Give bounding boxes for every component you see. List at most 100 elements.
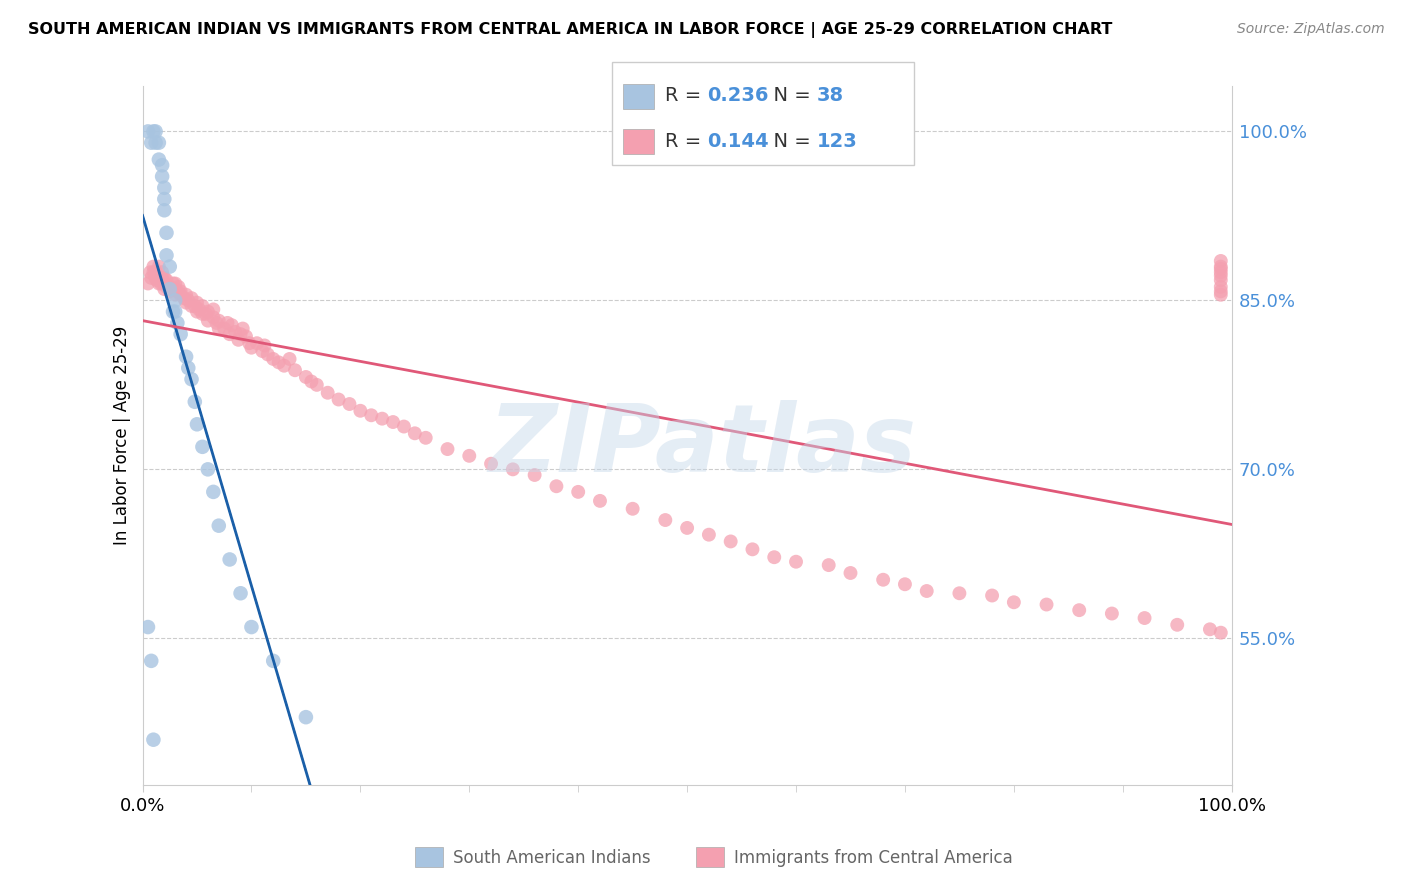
Point [141, 654, 163, 668]
Point [1035, 598, 1057, 612]
Point [159, 282, 181, 296]
Point [150, 169, 173, 184]
Text: 0.144: 0.144 [707, 132, 769, 152]
Point [160, 282, 183, 296]
Point [159, 280, 181, 294]
Point [246, 336, 269, 351]
Point [392, 419, 415, 434]
Point [142, 265, 165, 279]
Point [197, 462, 219, 476]
Point [256, 347, 278, 361]
Point [148, 260, 170, 274]
Point [155, 226, 177, 240]
Point [153, 270, 176, 285]
Point [1209, 273, 1232, 287]
Point [295, 710, 318, 724]
Point [676, 521, 699, 535]
Point [382, 415, 405, 429]
Point [169, 327, 191, 342]
Point [1209, 268, 1232, 283]
Point [328, 392, 350, 407]
Point [589, 494, 612, 508]
Point [415, 431, 437, 445]
Point [981, 589, 1004, 603]
Point [221, 318, 243, 333]
Point [1209, 254, 1232, 268]
Point [278, 351, 301, 366]
Point [191, 440, 214, 454]
Point [205, 316, 228, 330]
Point [148, 270, 170, 285]
Point [136, 620, 159, 634]
Point [267, 355, 290, 369]
Y-axis label: In Labor Force | Age 25-29: In Labor Force | Age 25-29 [114, 326, 131, 545]
Point [1133, 611, 1156, 625]
Text: Immigrants from Central America: Immigrants from Central America [734, 849, 1012, 867]
Point [948, 586, 970, 600]
Text: SOUTH AMERICAN INDIAN VS IMMIGRANTS FROM CENTRAL AMERICA IN LABOR FORCE | AGE 25: SOUTH AMERICAN INDIAN VS IMMIGRANTS FROM… [28, 22, 1112, 38]
Point [720, 534, 742, 549]
Point [202, 302, 225, 317]
Point [212, 321, 235, 335]
Point [436, 442, 458, 456]
Text: ZIPatlas: ZIPatlas [489, 400, 917, 492]
Point [785, 555, 807, 569]
Point [295, 370, 318, 384]
Point [502, 462, 524, 476]
Point [139, 265, 162, 279]
Point [741, 542, 763, 557]
Text: South American Indians: South American Indians [453, 849, 651, 867]
Point [262, 654, 284, 668]
Point [141, 136, 163, 150]
Point [174, 287, 197, 301]
Point [184, 299, 207, 313]
Point [162, 277, 184, 291]
Point [360, 409, 382, 423]
Point [229, 327, 252, 342]
Point [142, 124, 165, 138]
Point [159, 260, 181, 274]
Point [546, 479, 568, 493]
Point [159, 285, 181, 299]
Point [169, 285, 191, 299]
Point [145, 273, 167, 287]
Point [153, 277, 176, 291]
Point [165, 287, 187, 301]
Text: Source: ZipAtlas.com: Source: ZipAtlas.com [1237, 22, 1385, 37]
Point [197, 313, 219, 327]
Point [697, 527, 720, 541]
Point [191, 307, 214, 321]
Point [872, 573, 894, 587]
Point [145, 136, 167, 150]
Point [165, 277, 187, 291]
Point [169, 287, 191, 301]
Point [208, 321, 231, 335]
Point [217, 316, 239, 330]
Point [145, 124, 167, 138]
Point [273, 359, 295, 373]
Point [299, 375, 322, 389]
Point [1069, 603, 1091, 617]
Point [208, 313, 231, 327]
Point [915, 584, 938, 599]
Point [316, 385, 339, 400]
Point [136, 277, 159, 291]
Point [1209, 285, 1232, 299]
Point [284, 363, 307, 377]
Point [155, 248, 177, 262]
Text: N =: N = [761, 86, 817, 105]
Point [174, 350, 197, 364]
Point [174, 295, 197, 310]
Point [229, 586, 252, 600]
Point [186, 304, 208, 318]
Point [1166, 617, 1188, 632]
Point [339, 397, 361, 411]
Point [349, 404, 371, 418]
Point [839, 566, 862, 580]
Point [180, 299, 202, 313]
Point [148, 277, 170, 291]
Point [305, 377, 328, 392]
Point [142, 260, 165, 274]
Point [150, 277, 173, 291]
Point [202, 310, 225, 325]
